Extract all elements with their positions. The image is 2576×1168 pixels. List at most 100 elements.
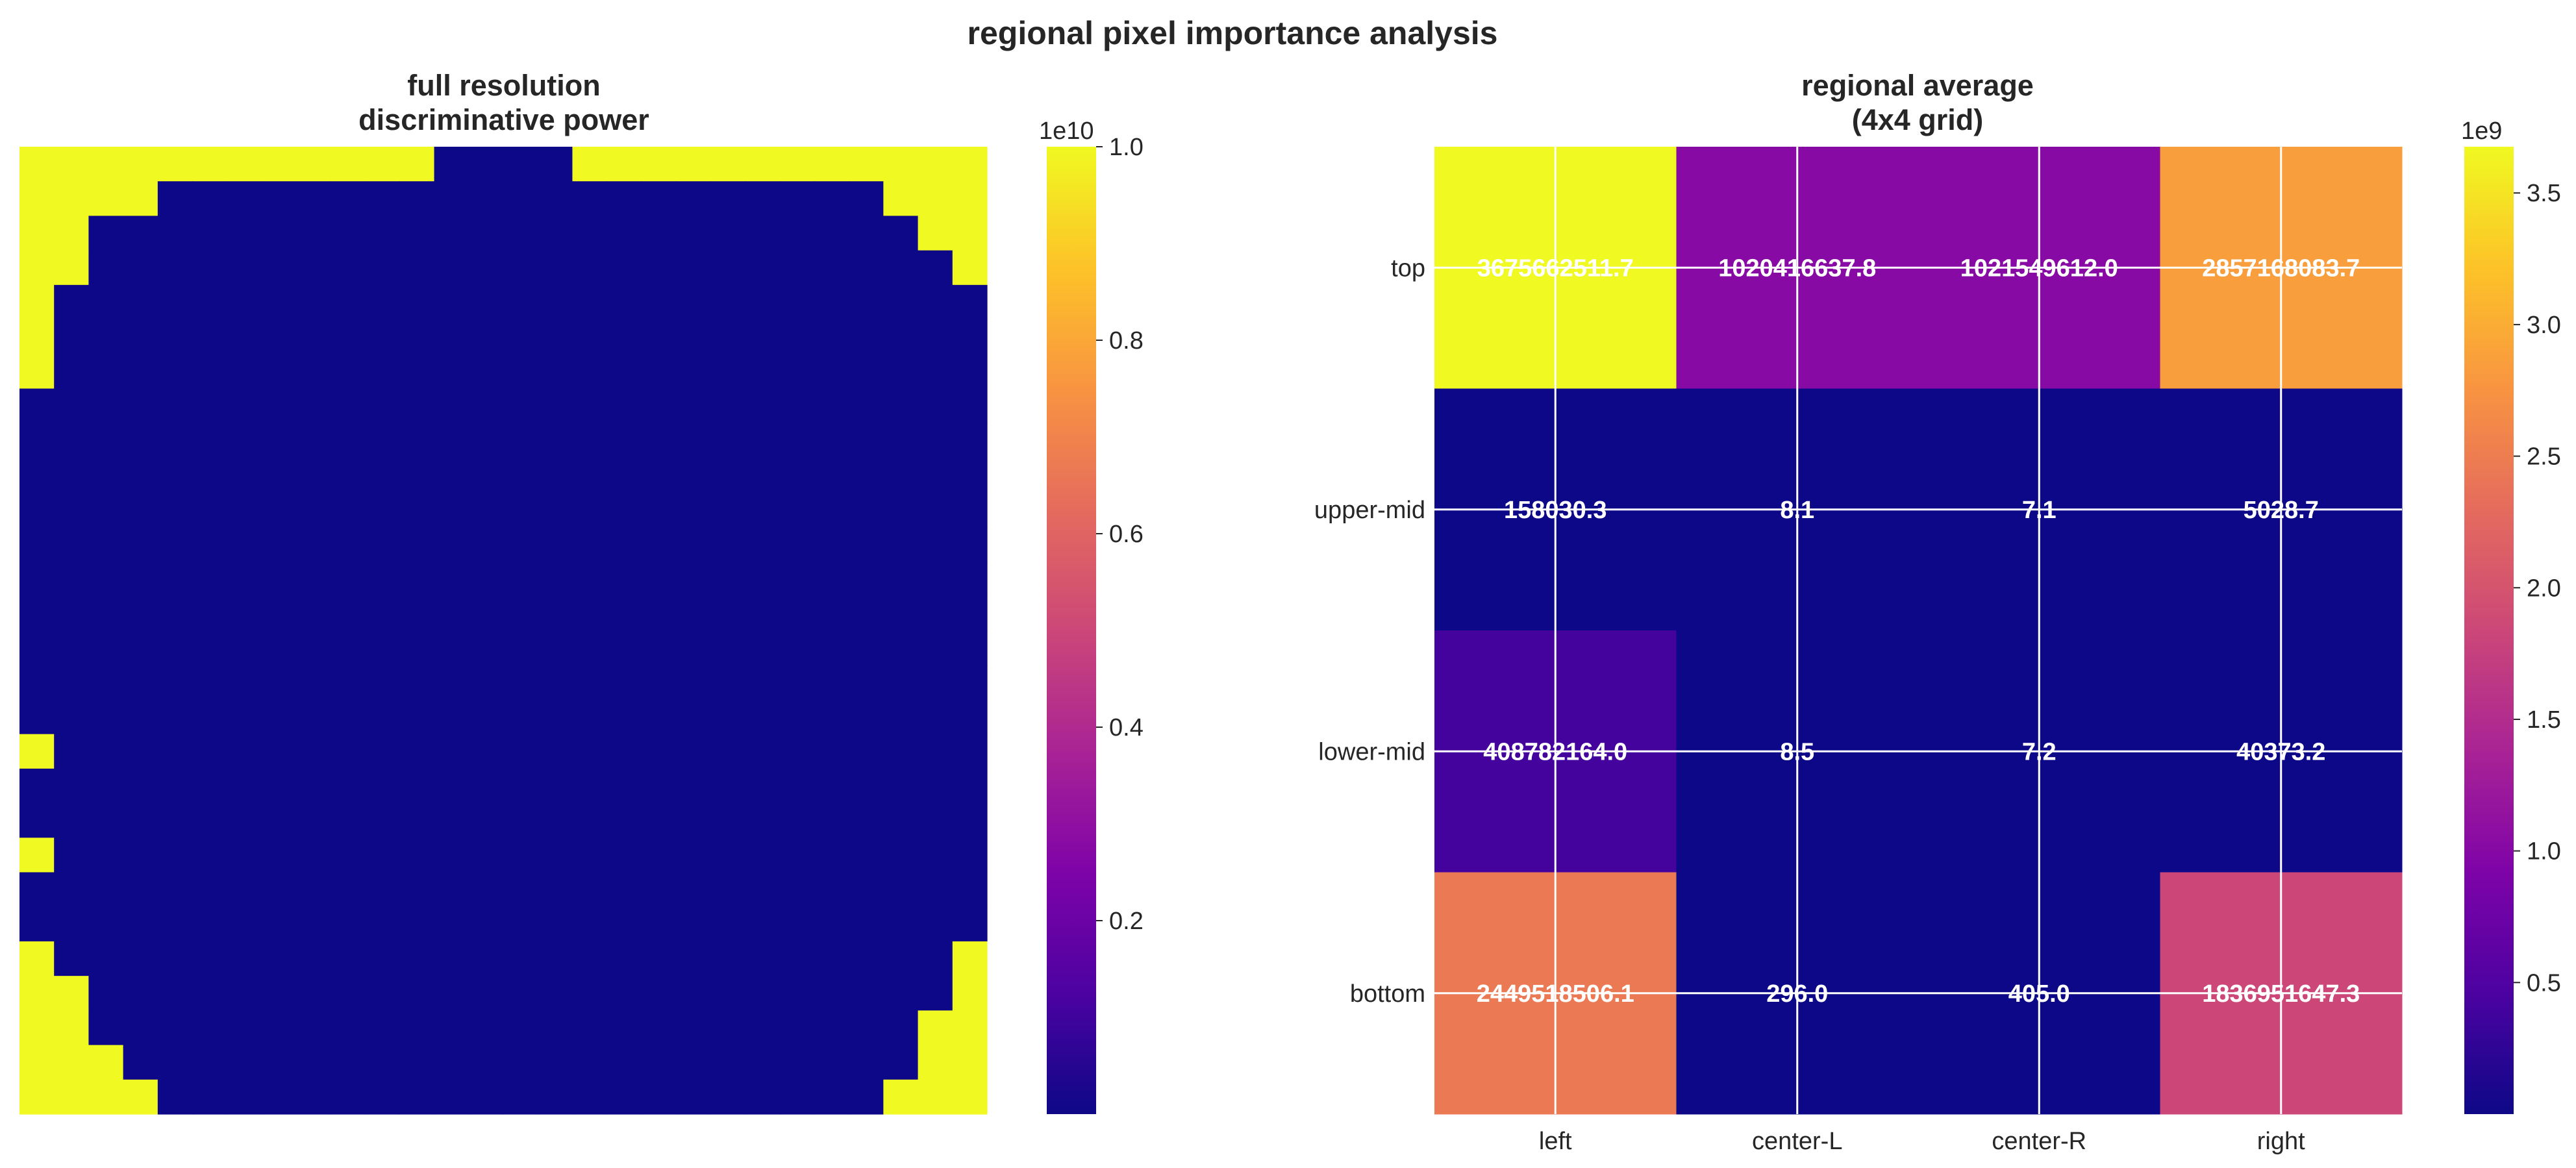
- pixel-cell: [849, 492, 884, 527]
- pixel-cell: [538, 872, 573, 908]
- pixel-cell: [54, 803, 90, 838]
- pixel-cell: [19, 388, 55, 424]
- pixel-cell: [365, 803, 400, 838]
- pixel-cell: [123, 838, 158, 873]
- pixel-cell: [54, 1079, 90, 1115]
- colorbar-tick-label: 2.0: [2527, 575, 2561, 602]
- pixel-cell: [157, 699, 193, 735]
- pixel-cell: [399, 561, 435, 597]
- pixel-cell: [779, 665, 815, 701]
- pixel-cell: [192, 354, 227, 390]
- row-tick-label: lower-mid: [1318, 738, 1425, 765]
- pixel-cell: [295, 803, 331, 838]
- pixel-cell: [883, 595, 919, 631]
- pixel-cell: [54, 734, 90, 769]
- pixel-cell: [227, 1010, 262, 1046]
- pixel-cell: [399, 1010, 435, 1046]
- pixel-cell: [330, 941, 366, 976]
- pixel-cell: [849, 1079, 884, 1115]
- pixel-cell: [227, 492, 262, 527]
- pixel-cell: [88, 872, 124, 908]
- pixel-cell: [192, 527, 227, 562]
- pixel-cell: [883, 768, 919, 804]
- pixel-cell: [641, 492, 677, 527]
- pixel-cell: [538, 216, 573, 251]
- pixel-cell: [88, 354, 124, 390]
- region-cell-label: 296.0: [1766, 980, 1828, 1008]
- pixel-cell: [883, 906, 919, 942]
- region-cell-label: 5028.7: [2244, 497, 2319, 524]
- pixel-cell: [19, 941, 55, 976]
- pixel-cell: [849, 216, 884, 251]
- pixel-cell: [54, 319, 90, 354]
- left-colorbar-gradient: [1047, 147, 1096, 1114]
- pixel-cell: [745, 1010, 781, 1046]
- pixel-cell: [434, 284, 469, 320]
- pixel-cell: [606, 216, 642, 251]
- pixel-cell: [641, 976, 677, 1011]
- pixel-cell: [19, 1079, 55, 1115]
- pixel-cell: [157, 250, 193, 286]
- pixel-cell: [572, 388, 608, 424]
- pixel-cell: [641, 147, 677, 182]
- region-cell-label: 40373.2: [2236, 738, 2325, 765]
- pixel-cell: [676, 734, 711, 769]
- pixel-cell: [503, 147, 538, 182]
- row-tick-label: top: [1391, 255, 1425, 282]
- pixel-cell: [745, 147, 781, 182]
- pixel-cell: [123, 423, 158, 458]
- pixel-cell: [88, 838, 124, 873]
- pixel-cell: [745, 630, 781, 665]
- pixel-cell: [676, 561, 711, 597]
- pixel-cell: [434, 872, 469, 908]
- pixel-cell: [434, 803, 469, 838]
- pixel-cell: [883, 1045, 919, 1080]
- pixel-cell: [88, 595, 124, 631]
- pixel-cell: [641, 423, 677, 458]
- pixel-cell: [227, 250, 262, 286]
- pixel-cell: [814, 768, 849, 804]
- pixel-cell: [227, 1045, 262, 1080]
- pixel-cell: [399, 630, 435, 665]
- pixel-cell: [54, 595, 90, 631]
- pixel-cell: [952, 561, 988, 597]
- pixel-cell: [606, 768, 642, 804]
- pixel-cell: [779, 1079, 815, 1115]
- pixel-cell: [227, 561, 262, 597]
- pixel-cell: [952, 319, 988, 354]
- pixel-cell: [918, 872, 953, 908]
- pixel-cell: [538, 319, 573, 354]
- pixel-cell: [123, 388, 158, 424]
- pixel-cell: [468, 1079, 504, 1115]
- pixel-cell: [503, 492, 538, 527]
- pixel-cell: [365, 1010, 400, 1046]
- pixel-cell: [123, 803, 158, 838]
- pixel-cell: [538, 423, 573, 458]
- pixel-cell: [157, 561, 193, 597]
- pixel-cell: [606, 527, 642, 562]
- pixel-cell: [157, 423, 193, 458]
- pixel-cell: [918, 561, 953, 597]
- pixel-cell: [434, 699, 469, 735]
- pixel-cell: [572, 319, 608, 354]
- pixel-cell: [434, 423, 469, 458]
- pixel-cell: [745, 457, 781, 493]
- pixel-cell: [434, 250, 469, 286]
- pixel-cell: [779, 768, 815, 804]
- pixel-cell: [849, 284, 884, 320]
- pixel-cell: [745, 423, 781, 458]
- pixel-cell: [468, 216, 504, 251]
- pixel-cell: [192, 147, 227, 182]
- pixel-cell: [192, 250, 227, 286]
- pixel-cell: [745, 838, 781, 873]
- pixel-cell: [606, 976, 642, 1011]
- full-resolution-heatmap: [19, 147, 988, 1115]
- pixel-cell: [157, 216, 193, 251]
- pixel-cell: [88, 527, 124, 562]
- pixel-cell: [261, 976, 297, 1011]
- pixel-cell: [227, 388, 262, 424]
- pixel-cell: [918, 319, 953, 354]
- pixel-cell: [434, 941, 469, 976]
- pixel-cell: [365, 423, 400, 458]
